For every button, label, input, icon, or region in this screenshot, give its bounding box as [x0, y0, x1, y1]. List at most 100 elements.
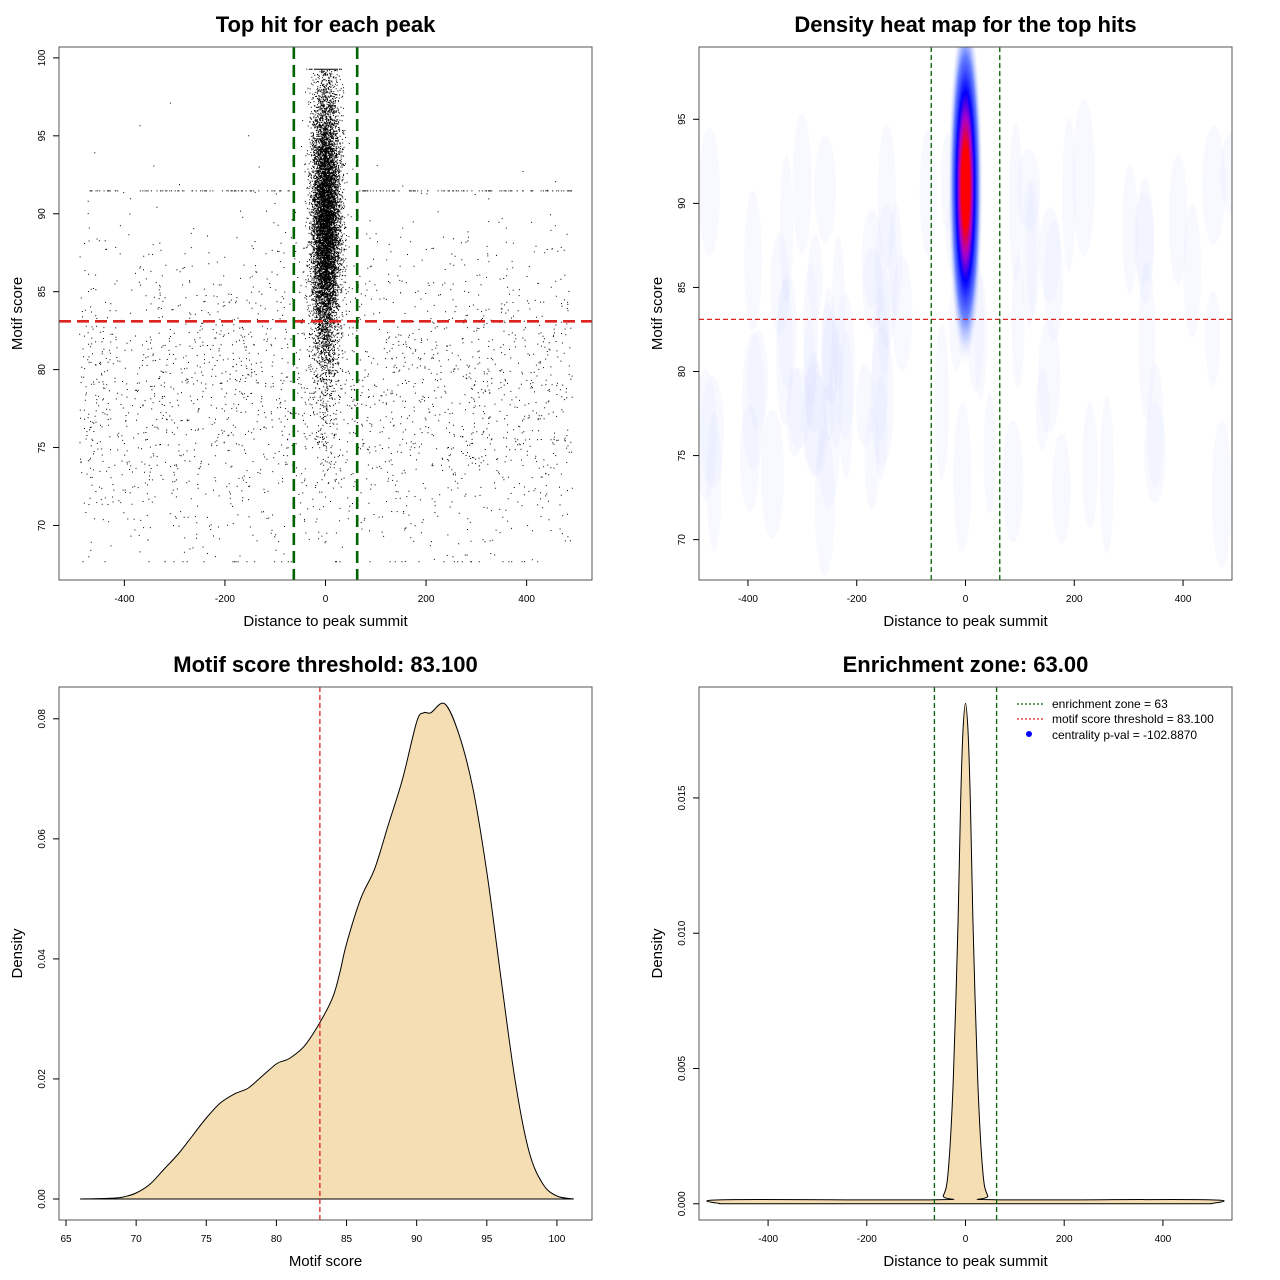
heatmap-haze-cell	[1220, 133, 1232, 214]
y-tick-label: 0.06	[37, 829, 48, 849]
heatmap-haze-cell	[1072, 99, 1096, 256]
heatmap-haze-cell	[699, 127, 720, 256]
heatmap-density-blob	[947, 47, 984, 369]
heatmap-haze-cell	[740, 404, 760, 513]
heatmap-haze-cell	[760, 408, 785, 539]
heatmap-reference-lines	[699, 47, 1232, 580]
heatmap-haze-cell	[1144, 402, 1166, 504]
scatter-y-axis: 70 75 80 85 90 95 100	[37, 49, 59, 531]
x-tick-label: 70	[131, 1234, 143, 1245]
heatmap-haze-cell	[953, 402, 972, 552]
heatmap-haze-cell	[888, 203, 903, 317]
heatmap-haze-cell	[744, 190, 762, 331]
heatmap-haze-cell	[1016, 148, 1041, 230]
heatmap-haze-cell	[875, 204, 898, 349]
heatmap-haze-cell	[787, 368, 811, 449]
x-tick-label: 65	[60, 1234, 72, 1245]
distance-density-area	[706, 702, 1225, 1205]
heatmap-haze-cell	[805, 351, 822, 433]
scatter-points	[79, 68, 573, 563]
x-tick-label: -400	[738, 594, 758, 605]
x-tick-label: 200	[1066, 594, 1083, 605]
heatmap-haze-cell	[870, 325, 894, 468]
score-density-frame	[58, 686, 593, 1221]
x-tick-label: 200	[1056, 1234, 1073, 1245]
heatmap-haze-cell	[822, 311, 840, 405]
heatmap-haze-cell	[1205, 290, 1221, 387]
heatmap-haze-cell	[838, 329, 854, 480]
distance-density-x-axis: -400 -200 0 200 400	[758, 1220, 1172, 1245]
heatmap-haze-cell	[804, 372, 828, 477]
scatter-x-axis: -400 -200 0 200 400	[114, 580, 535, 605]
heatmap-haze-cell	[1062, 117, 1076, 271]
heatmap-haze-cell	[829, 329, 843, 449]
heatmap-haze-cell	[1100, 395, 1114, 554]
heatmap-haze-cell	[803, 262, 819, 406]
heatmap-haze-cell	[1035, 368, 1050, 451]
heatmap-haze-cell	[835, 292, 856, 439]
heatmap-background-haze	[699, 99, 1232, 577]
heatmap-haze-cell	[983, 393, 996, 514]
heatmap-haze-cell	[1147, 363, 1164, 489]
y-tick-label: 85	[37, 286, 48, 298]
heatmap-haze-cell	[821, 288, 837, 442]
heatmap-haze-cell	[864, 407, 880, 511]
distance-density-y-label: Density	[649, 928, 666, 979]
x-tick-label: 400	[1175, 594, 1192, 605]
heatmap-haze-cell	[802, 360, 826, 476]
heatmap-haze-cell	[777, 273, 797, 389]
legend: enrichment zone = 63 motif score thresho…	[1017, 697, 1214, 742]
y-tick-label: 70	[677, 534, 688, 546]
score-density-title: Motif score threshold: 83.100	[173, 652, 477, 677]
panel-scatter: Top hit for each peak -400 -200 0 200 400 70…	[9, 12, 593, 630]
heatmap-haze-cell	[792, 113, 812, 254]
y-tick-label: 70	[37, 519, 48, 531]
heatmap-haze-cell	[874, 375, 888, 480]
heatmap-haze-cell	[872, 287, 889, 443]
heatmap-haze-cell	[1168, 154, 1188, 285]
legend-label-enrichment: enrichment zone = 63	[1052, 697, 1168, 711]
heatmap-haze-cell	[1202, 125, 1226, 244]
y-tick-label: 0.02	[37, 1069, 48, 1089]
heatmap-haze-cell	[779, 155, 794, 302]
heatmap-haze-cell	[919, 129, 937, 256]
heatmap-haze-cell	[1038, 207, 1061, 302]
heatmap-haze-cell	[1002, 420, 1024, 543]
x-tick-label: 400	[1155, 1234, 1172, 1245]
y-tick-label: 0.000	[677, 1191, 688, 1216]
heatmap-haze-cell	[1044, 219, 1064, 342]
scatter-title: Top hit for each peak	[216, 12, 436, 37]
heatmap-haze-cell	[785, 366, 804, 457]
x-tick-label: -400	[114, 594, 134, 605]
panel-heatmap: Density heat map for the top hits -400 -2…	[649, 12, 1233, 630]
y-tick-label: 0.04	[37, 949, 48, 969]
heatmap-haze-cell	[861, 209, 883, 308]
heatmap-haze-cell	[817, 383, 840, 508]
heatmap-haze-cell	[807, 234, 823, 320]
heatmap-y-axis: 70 75 80 85 90 95	[677, 113, 699, 545]
heatmap-haze-cell	[1133, 192, 1155, 284]
x-tick-label: 400	[518, 594, 535, 605]
y-tick-label: 95	[677, 113, 688, 125]
panel-distance-density: Enrichment zone: 63.00 -400 -200 0 200 400 0…	[649, 652, 1233, 1270]
score-density-y-label: Density	[9, 928, 26, 979]
heatmap-haze-cell	[892, 255, 913, 372]
x-tick-label: 0	[963, 1234, 969, 1245]
heatmap-haze-cell	[1038, 318, 1061, 434]
heatmap-x-axis: -400 -200 0 200 400	[738, 580, 1192, 605]
heatmap-haze-cell	[700, 376, 725, 489]
heatmap-haze-cell	[770, 233, 790, 336]
x-tick-label: 90	[411, 1234, 423, 1245]
distance-density-y-axis: 0.000 0.005 0.010 0.015	[677, 785, 699, 1216]
heatmap-haze-cell	[1011, 253, 1025, 389]
y-tick-label: 80	[37, 364, 48, 376]
heatmap-haze-cell	[776, 279, 793, 426]
legend-label-threshold: motif score threshold = 83.100	[1052, 712, 1214, 726]
y-tick-label: 0.08	[37, 709, 48, 729]
heatmap-haze-cell	[855, 363, 875, 447]
y-tick-label: 80	[677, 366, 688, 378]
y-tick-label: 95	[37, 130, 48, 142]
heatmap-haze-cell	[1136, 177, 1154, 304]
score-density-area	[80, 702, 574, 1200]
